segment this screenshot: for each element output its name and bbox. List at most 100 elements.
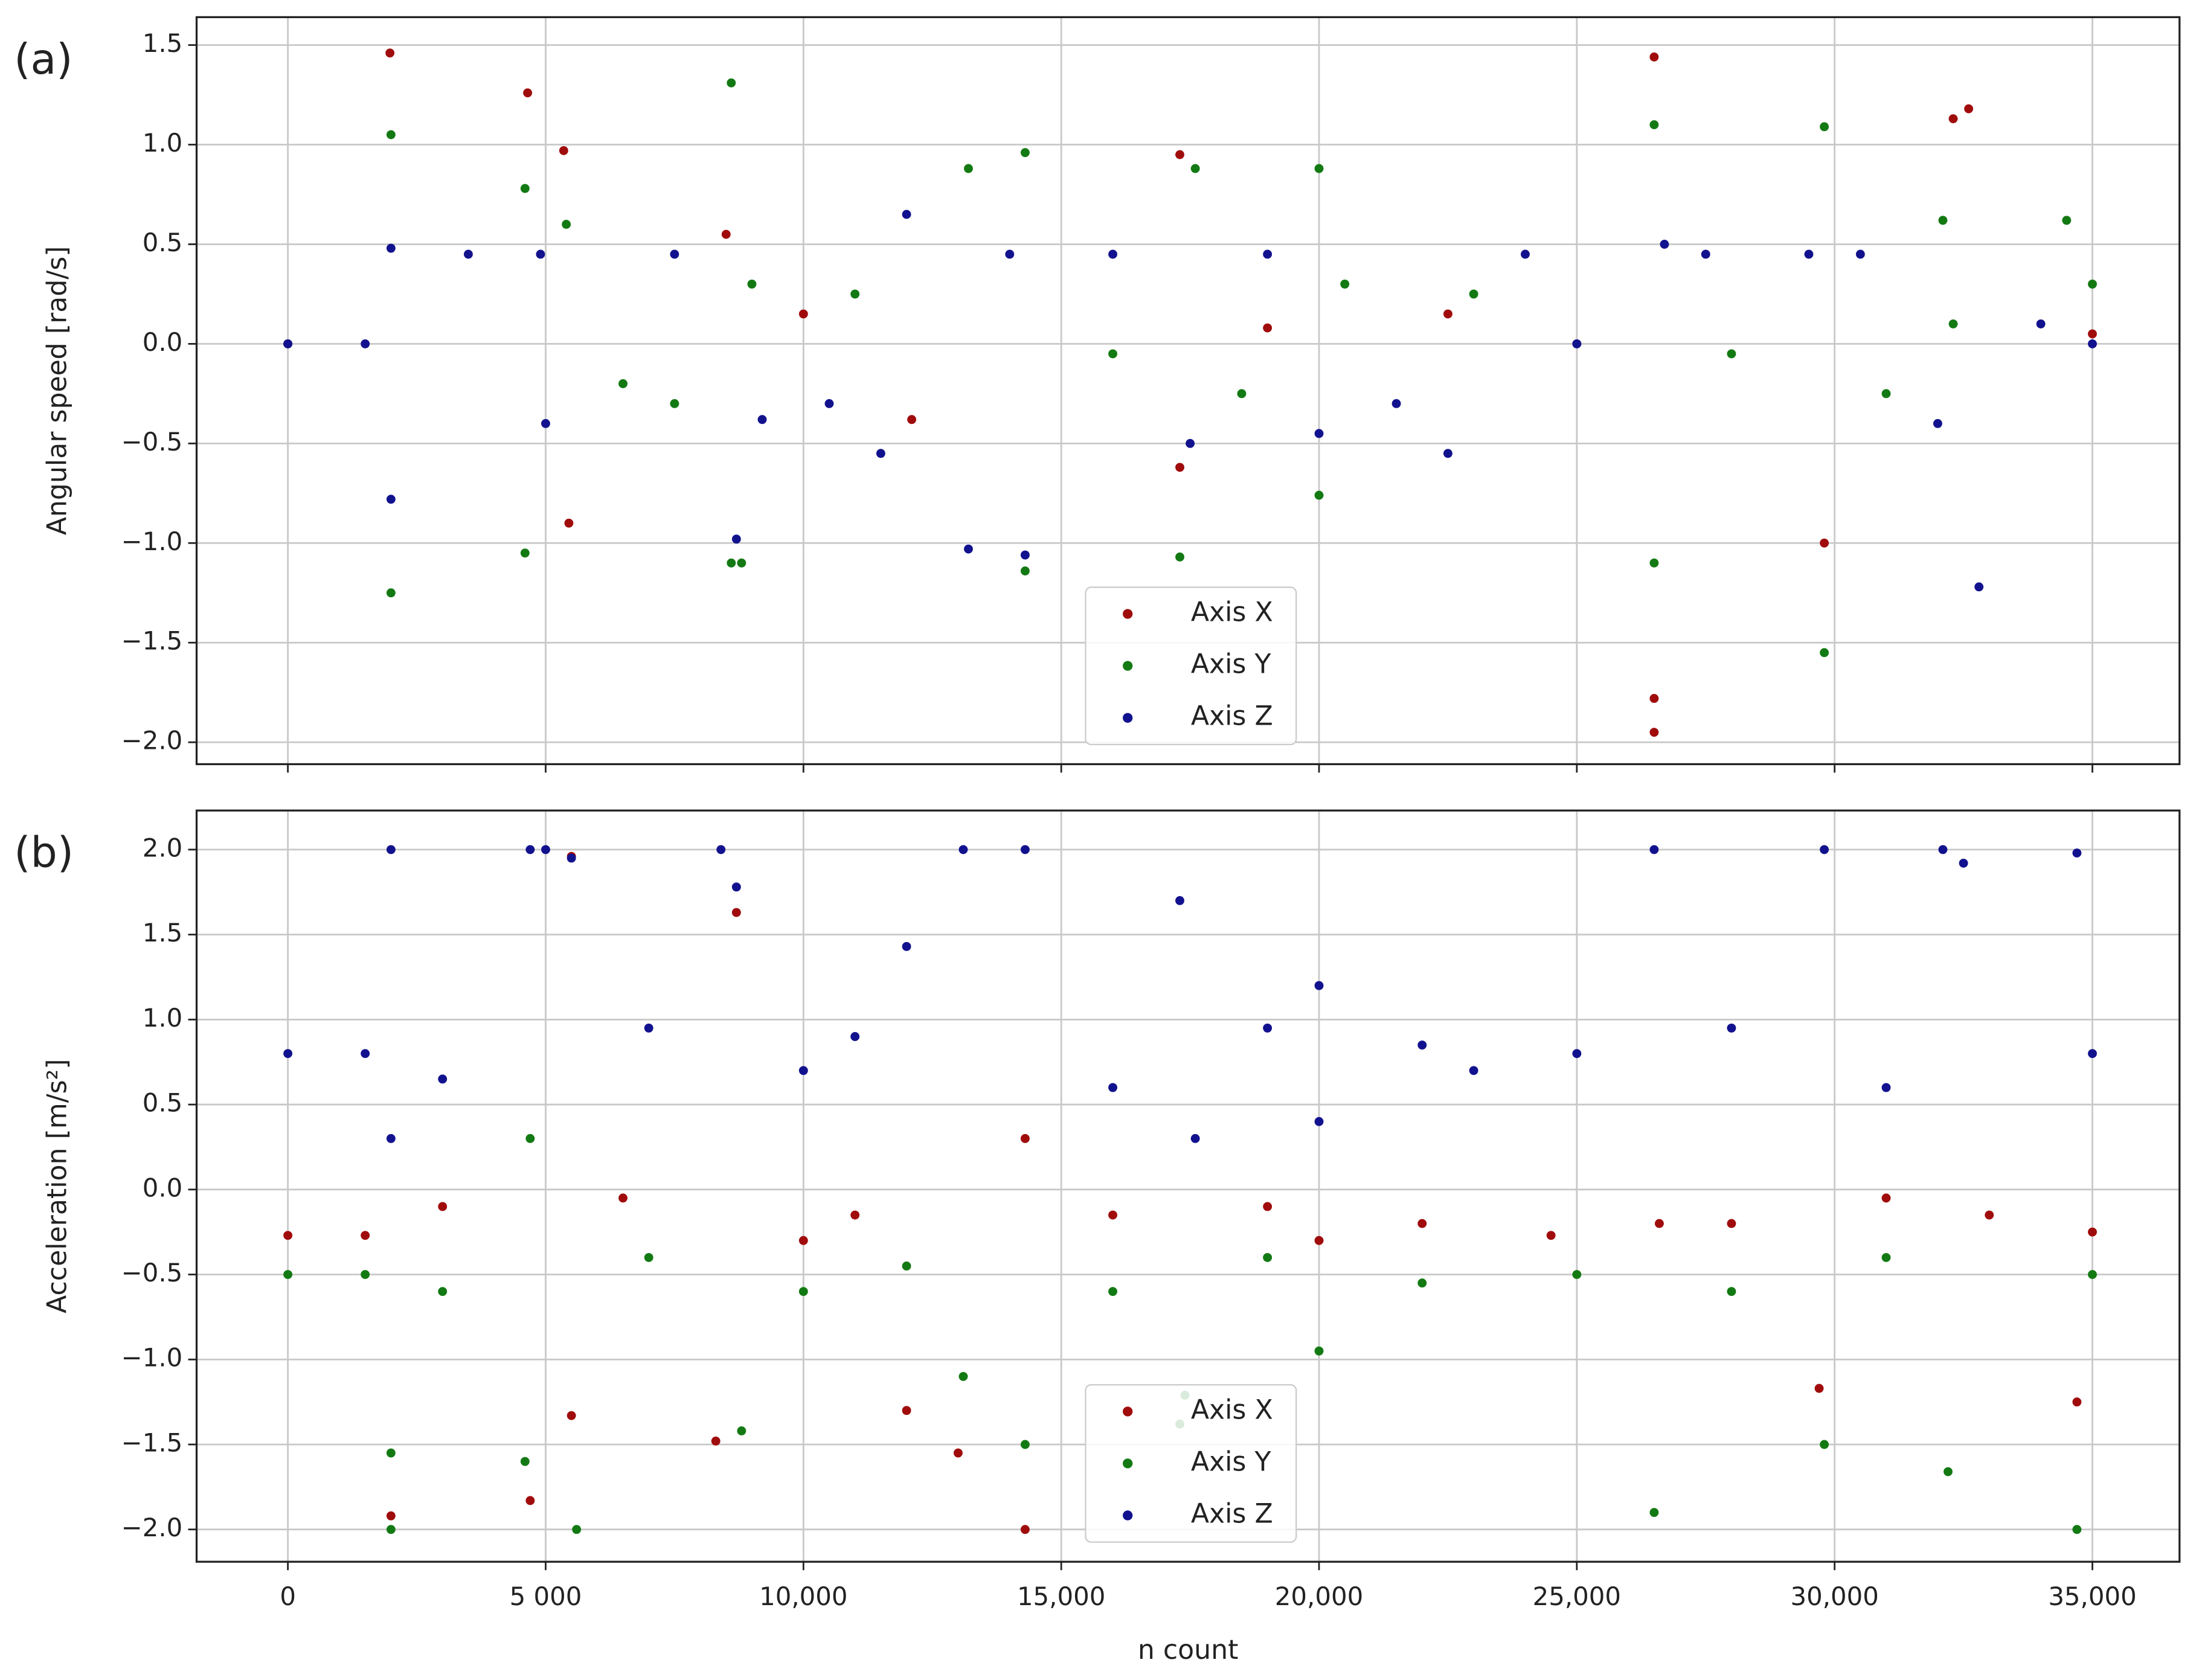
point: [757, 415, 767, 425]
point: [385, 48, 395, 58]
x-axis-label: n count: [1138, 1635, 1239, 1666]
point: [1649, 728, 1659, 737]
point: [1727, 1023, 1736, 1033]
point: [1701, 249, 1710, 259]
point: [737, 1426, 746, 1435]
point: [1020, 148, 1030, 158]
point: [525, 1496, 535, 1505]
point: [1948, 114, 1958, 124]
point: [559, 146, 568, 155]
x-tick-label: 5 000: [510, 1582, 582, 1611]
point: [1469, 289, 1478, 299]
point: [2072, 1397, 2082, 1407]
point: [902, 941, 911, 951]
point: [1572, 1270, 1582, 1279]
point: [520, 548, 530, 558]
panel-title: (a): [14, 35, 72, 84]
y-tick-label: 0.5: [143, 228, 183, 257]
panel-title: (b): [14, 829, 74, 877]
point: [520, 1457, 530, 1466]
point: [1820, 122, 1829, 132]
point: [1108, 1210, 1117, 1220]
point: [1175, 552, 1184, 562]
point: [386, 1133, 396, 1143]
point: [1263, 1023, 1273, 1033]
point: [1649, 694, 1659, 704]
point: [1985, 1210, 1994, 1220]
y-tick-label: −1.5: [121, 1428, 183, 1457]
point: [523, 88, 533, 98]
point: [1654, 1219, 1664, 1228]
plot-frame: [195, 809, 2181, 1563]
point: [1820, 1440, 1829, 1449]
point: [1881, 389, 1891, 399]
point: [283, 1049, 293, 1059]
point: [964, 164, 973, 173]
point: [361, 1231, 370, 1240]
point: [670, 249, 679, 259]
point: [1175, 150, 1184, 159]
point: [1727, 1287, 1736, 1297]
point: [386, 243, 396, 253]
legend-box: [1085, 1384, 1297, 1543]
point: [727, 558, 736, 568]
x-tick-label: 0: [280, 1582, 296, 1611]
point: [541, 418, 550, 428]
point: [747, 279, 757, 289]
point: [1938, 845, 1948, 854]
x-tick-label: 20,000: [1275, 1582, 1363, 1611]
x-tick-label: 25,000: [1533, 1582, 1621, 1611]
legend-marker: [1123, 1458, 1133, 1469]
point: [1881, 1083, 1891, 1092]
point: [731, 908, 741, 917]
point: [1175, 896, 1184, 905]
point: [2088, 279, 2097, 289]
point: [1649, 120, 1659, 129]
point: [1314, 1236, 1324, 1245]
point: [1443, 449, 1452, 458]
point: [850, 1032, 860, 1041]
point: [283, 1270, 293, 1279]
point: [1572, 339, 1582, 348]
x-tick-label: 10,000: [759, 1582, 847, 1611]
y-tick-label: 1.5: [143, 28, 183, 58]
point: [964, 544, 973, 554]
point: [1521, 249, 1530, 259]
point: [463, 249, 473, 259]
point: [1020, 550, 1030, 560]
point: [1820, 538, 1829, 548]
legend-label: Axis Y: [1191, 1446, 1272, 1477]
point: [386, 1525, 396, 1534]
point: [1314, 1117, 1324, 1126]
x-tick-label: 35,000: [2048, 1582, 2136, 1611]
legend-label: Axis Z: [1191, 1498, 1273, 1529]
point: [1820, 648, 1829, 658]
point: [283, 339, 293, 348]
point: [1175, 463, 1184, 472]
point: [536, 249, 545, 259]
point: [2088, 339, 2097, 348]
point: [525, 1133, 535, 1143]
point: [564, 518, 574, 528]
point: [2072, 848, 2082, 858]
y-tick-label: −0.5: [121, 427, 183, 457]
point: [1314, 490, 1324, 500]
y-tick-label: 0.5: [143, 1088, 183, 1118]
point: [2062, 216, 2072, 225]
point: [386, 845, 396, 854]
point: [283, 1231, 293, 1240]
point: [1649, 1508, 1659, 1518]
point: [2088, 1227, 2097, 1237]
y-tick-label: 1.0: [143, 1003, 183, 1033]
point: [1020, 1133, 1030, 1143]
point: [1391, 399, 1401, 408]
point: [1314, 981, 1324, 990]
point: [1263, 1252, 1273, 1262]
point: [1964, 104, 1974, 114]
point: [953, 1448, 963, 1458]
point: [1020, 566, 1030, 575]
point: [902, 1262, 911, 1271]
legend-marker: [1123, 1510, 1133, 1521]
point: [1469, 1066, 1478, 1076]
